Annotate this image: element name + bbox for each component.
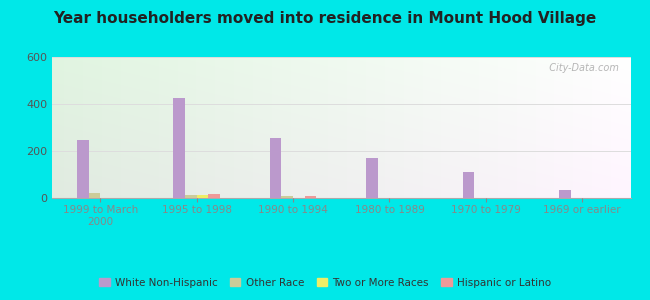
Bar (88, 193, 100, 198)
Bar (174, 98, 185, 198)
Bar (305, 196, 316, 198)
Legend: White Non-Hispanic, Other Race, Two or More Races, Hispanic or Latino: White Non-Hispanic, Other Race, Two or M… (95, 274, 555, 292)
Bar (208, 194, 220, 198)
Bar (196, 195, 208, 198)
Text: City-Data.com: City-Data.com (543, 63, 619, 73)
Bar (559, 190, 571, 198)
Bar (463, 172, 474, 198)
Text: Year householders moved into residence in Mount Hood Village: Year householders moved into residence i… (53, 11, 597, 26)
Bar (270, 138, 281, 198)
Bar (77, 140, 88, 198)
Bar (367, 158, 378, 198)
Bar (281, 196, 293, 198)
Bar (185, 195, 196, 198)
